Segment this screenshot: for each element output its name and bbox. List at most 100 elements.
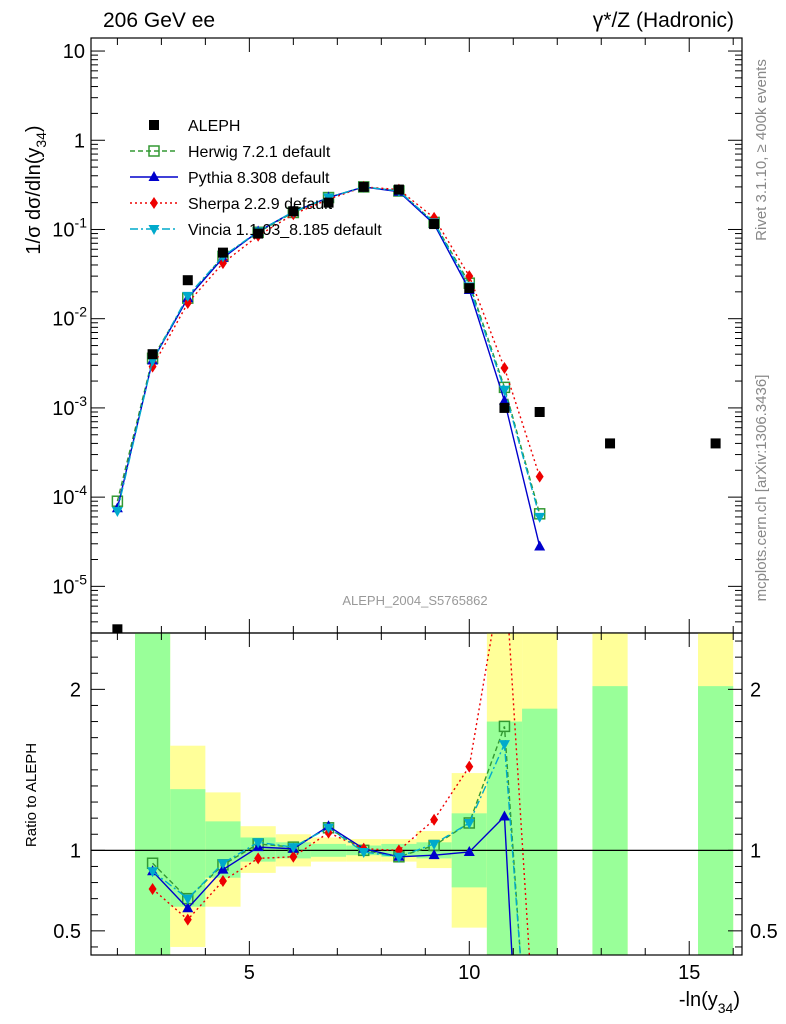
ratio-point-sherpa-8 xyxy=(430,813,439,826)
ratio-point-vincia-6 xyxy=(358,847,370,858)
ratio-point-sherpa-2 xyxy=(218,874,227,887)
series-point-sherpa-9 xyxy=(465,270,474,283)
legend-label-data: ALEPH xyxy=(188,118,240,135)
ratio-point-sherpa-3 xyxy=(254,852,263,865)
series-point-vincia-11 xyxy=(498,385,510,396)
data-point-8 xyxy=(393,184,404,195)
ratio-line-sherpa xyxy=(152,633,531,955)
xtick-label-2: 15 xyxy=(678,962,700,984)
side-text-rivet: Rivet 3.1.10, ≥ 400k events xyxy=(753,59,770,241)
legend-marker-vincia xyxy=(148,225,160,235)
top-ytick-label-1: 10-4 xyxy=(52,482,87,509)
top-ytick-label-2: 10-3 xyxy=(52,393,87,420)
legend-label-pythia: Pythia 8.308 default xyxy=(188,170,330,187)
ratio-point-pythia-10 xyxy=(498,810,510,821)
data-point-10 xyxy=(464,283,475,294)
data-point-3 xyxy=(217,247,228,258)
top-ytick-label-0: 10-5 xyxy=(52,571,87,598)
top-panel: ALEPH_2004_S5765862 10-5 10-4 10-3 10-2 10-1… xyxy=(23,37,743,634)
ratio-band-green-10 xyxy=(486,721,523,955)
legend-label-herwig: Herwig 7.2.1 default xyxy=(188,144,331,161)
ratio-band-green-0 xyxy=(134,633,171,955)
data-point-9 xyxy=(429,219,440,230)
bottom-ytick-label-1: 1 xyxy=(70,840,81,862)
bottom-ytick-label-right-2: 2 xyxy=(750,679,761,701)
ratio-point-sherpa-4 xyxy=(289,850,298,863)
data-point-11 xyxy=(499,402,510,413)
top-axes: 10-5 10-4 10-3 10-2 10-1 1 10 xyxy=(52,37,743,634)
top-ytick-label-3: 10-2 xyxy=(52,304,87,331)
xtick-label-1: 10 xyxy=(458,962,480,984)
ratio-line-pythia xyxy=(152,814,513,955)
top-ytick-label-5: 1 xyxy=(74,130,85,152)
data-point-5 xyxy=(288,206,299,217)
top-data-layer xyxy=(112,181,721,633)
ratio-point-sherpa-1 xyxy=(183,913,192,926)
ratio-point-sherpa-0 xyxy=(148,882,157,895)
legend: ALEPH Herwig 7.2.1 default Pythia 8.308 de… xyxy=(130,118,382,239)
ratio-point-vincia-3 xyxy=(252,838,264,849)
bottom-panel: 0.5 0.5 1 1 2 2 5 10 15 Ratio to ALEPH xyxy=(23,632,778,984)
analysis-label: ALEPH_2004_S5765862 xyxy=(342,593,487,608)
side-text-mcplots: mcplots.cern.ch [arXiv:1306.3436] xyxy=(753,375,770,602)
data-point-12 xyxy=(534,406,545,417)
bottom-frame xyxy=(90,632,743,956)
x-axis-label: -ln(y34) xyxy=(679,989,740,1016)
ratio-point-pythia-8 xyxy=(428,849,440,860)
bottom-axes: 0.5 0.5 1 1 2 2 5 10 15 xyxy=(53,632,778,984)
ratio-point-vincia-10 xyxy=(498,740,510,751)
ratio-band-green-11 xyxy=(522,708,558,955)
legend-marker-pythia xyxy=(148,171,160,181)
ratio-bands xyxy=(134,633,734,955)
series-point-sherpa-10 xyxy=(500,362,509,375)
ratio-point-vincia-0 xyxy=(147,867,159,878)
ratio-band-green-13 xyxy=(698,686,734,955)
header-left: 206 GeV ee xyxy=(103,9,215,32)
ratio-point-vincia-8 xyxy=(428,839,440,850)
ratio-point-herwig-10 xyxy=(498,720,511,733)
legend-label-vincia: Vincia 1.1.03_8.185 default xyxy=(188,222,382,239)
ratio-point-sherpa-9 xyxy=(465,760,474,773)
bottom-ytick-label-right-1: 1 xyxy=(750,840,761,862)
legend-label-sherpa: Sherpa 2.2.9 default xyxy=(188,196,333,213)
legend-marker-data xyxy=(149,120,159,130)
ratio-point-vincia-2 xyxy=(217,859,229,870)
ratio-line-vincia xyxy=(152,743,521,955)
legend-marker-herwig xyxy=(148,145,160,157)
ratio-point-vincia-7 xyxy=(393,852,405,863)
legend-marker-sherpa xyxy=(150,197,158,209)
data-point-6 xyxy=(323,197,334,208)
series-point-vincia-12 xyxy=(534,512,546,523)
ratio-point-vincia-1 xyxy=(182,894,194,905)
data-point-4 xyxy=(253,228,264,239)
data-point-13 xyxy=(605,438,616,449)
series-point-vincia-0 xyxy=(111,506,123,517)
top-ytick-label-4: 10-1 xyxy=(52,214,87,241)
ratio-point-vincia-5 xyxy=(323,823,335,834)
bottom-ytick-label-right-0: 0.5 xyxy=(750,921,778,943)
series-point-sherpa-2 xyxy=(218,257,227,270)
ratio-band-green-12 xyxy=(592,686,628,955)
bottom-ylabel: Ratio to ALEPH xyxy=(23,743,40,847)
series-point-pythia-11 xyxy=(498,394,510,405)
series-line-pythia xyxy=(116,186,541,547)
ratio-point-vincia-9 xyxy=(463,818,475,829)
data-point-2 xyxy=(182,275,193,286)
top-ylabel: 1/σ dσ/dln(y34) xyxy=(23,125,49,254)
data-point-1 xyxy=(147,349,158,360)
ratio-point-pythia-9 xyxy=(463,845,475,856)
ratio-series-layer xyxy=(91,633,742,955)
bottom-ytick-label-0: 0.5 xyxy=(53,921,81,943)
xtick-label-0: 5 xyxy=(244,962,255,984)
bottom-ytick-label-2: 2 xyxy=(70,679,81,701)
series-point-vincia-2 xyxy=(182,291,194,302)
ratio-point-pythia-1 xyxy=(182,902,194,913)
data-point-7 xyxy=(358,181,369,192)
series-point-pythia-12 xyxy=(534,540,546,551)
top-ytick-label-6: 10 xyxy=(63,41,85,63)
ratio-point-vincia-4 xyxy=(287,843,299,854)
series-point-sherpa-11 xyxy=(535,470,544,483)
series-point-sherpa-1 xyxy=(183,296,192,309)
header-right: γ*/Z (Hadronic) xyxy=(593,9,734,32)
